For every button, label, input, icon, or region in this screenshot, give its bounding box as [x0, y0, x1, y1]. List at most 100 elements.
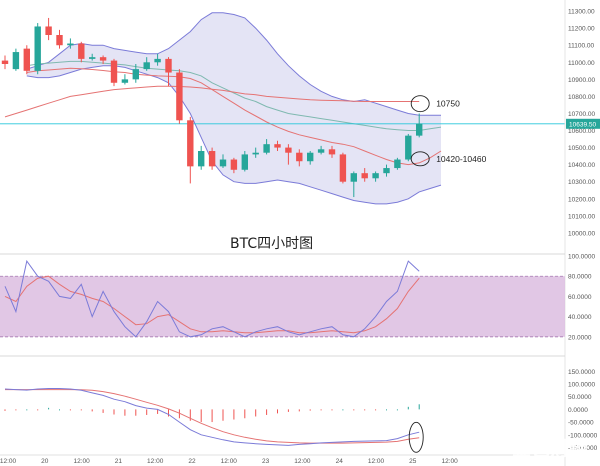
- price-tick-label: 10500.00: [568, 145, 595, 152]
- macd-panel: 150.0000 100.0000 50.0000 0.0000 -50.0000 -10…: [0, 355, 598, 453]
- current-price-tag-label: 10639.50: [569, 121, 596, 128]
- rsi-band: [0, 276, 565, 337]
- time-tick-label: 20: [41, 458, 49, 465]
- candle-body: [405, 135, 412, 160]
- moving-average-layer: [0, 60, 565, 166]
- candle-body: [307, 152, 314, 162]
- price-tick-label: 10900.00: [568, 77, 595, 84]
- rsi-tick-label: 80.0000: [568, 274, 592, 281]
- price-tick-label: 10000.00: [568, 230, 595, 237]
- macd-tick-label: 0.0000: [568, 407, 588, 414]
- candle: [45, 17, 52, 41]
- time-tick-label: 12:00: [221, 458, 238, 465]
- time-tick-label: 25: [409, 458, 417, 465]
- candle: [154, 53, 161, 66]
- candle-body: [176, 72, 183, 121]
- macd-tick-label: -50.0000: [568, 420, 594, 427]
- candle: [165, 57, 172, 87]
- watermark: 金色财经: [489, 436, 588, 460]
- candle: [394, 157, 401, 170]
- time-tick-label: 12:00: [147, 458, 164, 465]
- candle-body: [143, 62, 150, 70]
- candle: [143, 57, 150, 71]
- candle: [121, 74, 129, 85]
- time-tick-label: 12:00: [0, 458, 17, 465]
- candle: [99, 55, 107, 64]
- ma-teal-line: [26, 60, 442, 131]
- candle: [252, 147, 259, 158]
- bollinger-lower-line: [26, 65, 442, 205]
- rsi-panel: 100.0000 80.0000 60.0000 40.0000 20.0000: [0, 253, 595, 341]
- time-tick-label: 12:00: [441, 458, 458, 465]
- rsi-line-red: [4, 275, 420, 334]
- candle-body: [89, 57, 96, 59]
- candle: [78, 41, 85, 63]
- price-tick-label: 11100.00: [568, 43, 595, 50]
- time-tick-label: 22: [188, 458, 196, 465]
- candle-body: [56, 35, 63, 46]
- candle: [307, 151, 314, 165]
- candle-body: [296, 152, 303, 162]
- annotation-label: 10420-10460: [436, 154, 486, 164]
- candle: [350, 171, 357, 198]
- bollinger-band-fill: [26, 12, 442, 204]
- candle: [230, 157, 238, 174]
- candle: [34, 23, 41, 75]
- candle: [285, 144, 292, 165]
- price-tick-label: 10300.00: [568, 179, 595, 186]
- candle-body: [274, 144, 281, 148]
- candle-body: [383, 168, 390, 174]
- price-tick-label: 10800.00: [568, 94, 595, 101]
- watermark-brand: 金色财经: [511, 437, 588, 460]
- rsi-tick-label: 100.0000: [568, 254, 595, 261]
- candle-body: [350, 173, 357, 182]
- candle: [274, 140, 281, 151]
- bollinger-layer: [26, 12, 442, 205]
- ma-red-short-line: [26, 67, 442, 166]
- candle: [12, 48, 20, 71]
- current-price-tag: 10639.50: [566, 118, 600, 129]
- macd-annotation-circle: [408, 421, 424, 453]
- candle-body: [230, 159, 238, 170]
- candle-body: [372, 173, 379, 179]
- candle: [339, 152, 347, 184]
- candle-body: [339, 154, 347, 182]
- candle-body: [132, 69, 139, 80]
- candle-body: [154, 58, 161, 63]
- candle-body: [78, 43, 85, 59]
- candle-body: [394, 159, 401, 169]
- candle-body: [416, 123, 423, 136]
- time-tick-label: 21: [115, 458, 123, 465]
- candle-body: [99, 57, 107, 61]
- candle: [263, 139, 270, 155]
- candle-body: [241, 154, 248, 170]
- candle-body: [1, 60, 9, 64]
- candle-body: [12, 52, 20, 70]
- candle: [132, 64, 139, 83]
- time-tick-label: 23: [262, 458, 270, 465]
- price-tick-label: 10700.00: [568, 111, 595, 118]
- current-price-tag-bg: [566, 118, 600, 129]
- rsi-tick-label: 20.0000: [568, 334, 592, 341]
- candle: [296, 149, 303, 167]
- price-tick-label: 10600.00: [568, 128, 595, 135]
- candle: [67, 38, 74, 49]
- macd-tick-label: -100.0000: [568, 432, 598, 439]
- watermark-logo-icon: [489, 436, 507, 454]
- candle: [219, 154, 227, 169]
- candle-body: [198, 151, 205, 167]
- candle: [241, 151, 248, 172]
- macd-line: [4, 388, 420, 446]
- macd-tick-label: 50.0000: [568, 394, 592, 401]
- candle: [317, 145, 325, 155]
- candle-body: [165, 58, 172, 73]
- candle-body: [317, 149, 325, 153]
- candle-body: [208, 151, 216, 167]
- candle-body: [285, 147, 292, 153]
- rsi-tick-label: 60.0000: [568, 294, 592, 301]
- candle: [372, 171, 379, 182]
- candle: [416, 113, 423, 138]
- candle-body: [361, 173, 368, 179]
